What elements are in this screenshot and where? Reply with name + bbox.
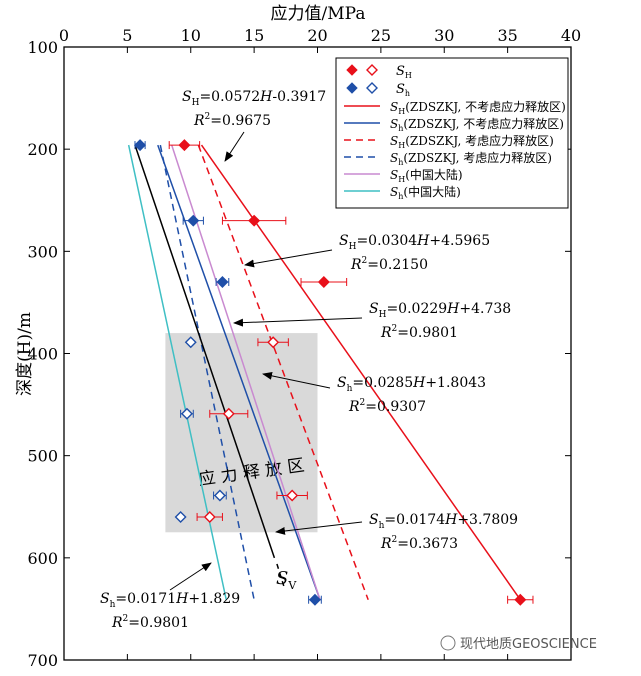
- x-tick-label: 40: [561, 26, 581, 45]
- trend-line: [127, 144, 227, 600]
- y-axis-title: 深度(H)/m: [15, 312, 35, 396]
- data-point: [514, 593, 527, 606]
- regression-equation: SH=0.0229H+4.738: [369, 301, 511, 320]
- regression-r2: R2=0.9307: [348, 398, 426, 415]
- data-point: [286, 489, 299, 502]
- legend-marker-open: [366, 82, 378, 94]
- y-tick-label: 300: [27, 242, 58, 261]
- legend-label: SH(中国大陆): [390, 167, 463, 184]
- y-tick-label: 200: [27, 140, 58, 159]
- legend-marker-filled: [346, 64, 358, 76]
- x-axis-title: 应力值/MPa: [271, 4, 366, 24]
- data-point: [180, 407, 193, 420]
- data-point: [216, 275, 229, 288]
- data-point: [174, 510, 187, 523]
- trend-line: [197, 144, 369, 600]
- legend-label: Sh(中国大陆): [390, 184, 461, 201]
- data-point: [248, 214, 261, 227]
- x-tick-label: 30: [434, 26, 454, 45]
- regression-equation: Sh=0.0285H+1.8043: [337, 375, 486, 394]
- x-tick-label: 10: [181, 26, 201, 45]
- regression-equation: Sh=0.0174H+3.7809: [369, 512, 518, 531]
- x-tick-label: 25: [371, 26, 391, 45]
- y-tick-label: 400: [27, 345, 58, 364]
- x-tick-label: 0: [59, 26, 69, 45]
- annotation-arrow: [224, 131, 245, 162]
- regression-r2: R2=0.3673: [380, 535, 458, 552]
- y-tick-label: 500: [27, 447, 58, 466]
- legend-label: SH(ZDSZKJ, 不考虑应力释放区): [390, 99, 566, 116]
- legend-label: Sh(ZDSZKJ, 考虑应力释放区): [390, 150, 552, 167]
- legend-label: SH(ZDSZKJ, 考虑应力释放区): [390, 133, 554, 150]
- annotation-arrow: [244, 249, 333, 268]
- legend-marker-filled: [346, 82, 358, 94]
- data-point: [317, 275, 330, 288]
- data-point: [308, 593, 321, 606]
- data-point: [134, 139, 147, 152]
- annotation-arrow: [169, 562, 212, 591]
- legend-label: Sh(ZDSZKJ, 不考虑应力释放区): [390, 116, 564, 133]
- y-tick-label: 700: [27, 651, 58, 670]
- regression-r2: R2=0.9801: [111, 614, 189, 631]
- regression-r2: R2=0.2150: [350, 256, 428, 273]
- sv-label: SV: [276, 568, 297, 592]
- annotation-arrow: [275, 521, 363, 535]
- regression-equation: SH=0.0304H+4.5965: [339, 233, 490, 252]
- data-point: [203, 510, 216, 523]
- annotation-arrow: [233, 317, 363, 327]
- annotation-arrow: [262, 371, 331, 389]
- x-tick-label: 5: [122, 26, 132, 45]
- trend-line: [159, 144, 255, 600]
- regression-r2: R2=0.9801: [380, 324, 458, 341]
- y-tick-label: 100: [27, 38, 58, 57]
- data-point: [178, 139, 191, 152]
- data-point: [222, 407, 235, 420]
- legend-marker-open: [366, 64, 378, 76]
- x-tick-label: 35: [497, 26, 517, 45]
- data-point: [184, 336, 197, 349]
- legend-label: SH: [396, 64, 412, 80]
- release-zone-area: [165, 333, 318, 533]
- watermark-text: 现代地质GEOSCIENCE: [460, 637, 597, 652]
- x-tick-label: 15: [244, 26, 264, 45]
- regression-equation: Sh=0.0171H+1.829: [100, 591, 240, 610]
- data-point: [187, 214, 200, 227]
- regression-r2: R2=0.9675: [193, 112, 271, 129]
- data-point: [267, 336, 280, 349]
- watermark-icon: [440, 635, 456, 651]
- data-point: [213, 489, 226, 502]
- legend-box: [335, 57, 569, 209]
- sv-line-extension: [276, 563, 286, 589]
- regression-equation: SH=0.0572H-0.3917: [182, 89, 326, 108]
- y-tick-label: 600: [27, 549, 58, 568]
- sv-line: [134, 144, 276, 559]
- legend-label: Sh: [396, 82, 410, 98]
- x-tick-label: 20: [307, 26, 327, 45]
